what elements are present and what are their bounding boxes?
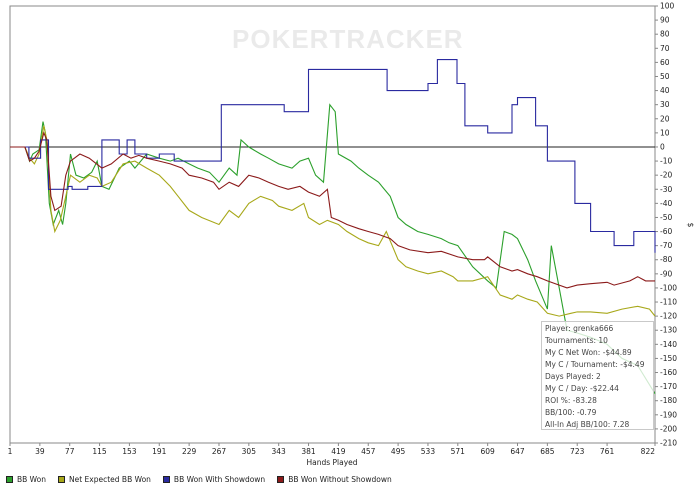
stat-per-tournament: My C / Tournament: -$4.49 xyxy=(545,360,645,369)
legend-label: BB Won xyxy=(17,474,46,484)
legend-swatch xyxy=(277,475,285,483)
legend-label: BB Won With Showdown xyxy=(173,474,266,484)
legend: BB Won Net Expected BB Won BB Won With S… xyxy=(6,472,392,486)
watermark: POKERTRACKER xyxy=(232,24,464,54)
y-tick-label: -30 xyxy=(660,185,672,194)
x-tick-label: 267 xyxy=(212,447,227,456)
plot-area xyxy=(9,5,656,444)
y-tick-label: 10 xyxy=(660,128,670,137)
y-tick-label: -170 xyxy=(660,382,677,391)
x-tick-label: 685 xyxy=(540,447,555,456)
legend-swatch xyxy=(162,475,170,483)
x-tick-label: 723 xyxy=(570,447,585,456)
x-tick-label: 381 xyxy=(301,447,316,456)
y-tick-label: -100 xyxy=(660,283,677,292)
stat-bb-100: BB/100: -0.79 xyxy=(545,408,597,417)
y-tick-label: 0 xyxy=(660,142,665,151)
y-tick-label: -60 xyxy=(660,227,672,236)
y-tick-label: -10 xyxy=(660,157,672,166)
x-tick-label: 153 xyxy=(122,447,137,456)
stat-net-won: My C Net Won: -$44.89 xyxy=(545,348,632,357)
y-tick-label: -50 xyxy=(660,213,672,222)
y-tick-label: -160 xyxy=(660,368,677,377)
y-tick-label: 90 xyxy=(660,16,670,25)
y-tick-label: 20 xyxy=(660,114,670,123)
y-tick-label: 40 xyxy=(660,86,670,95)
y-tick-label: -80 xyxy=(660,255,672,264)
x-tick-label: 343 xyxy=(272,447,287,456)
y-tick-label: -210 xyxy=(660,439,677,448)
stat-tournaments: Tournaments: 10 xyxy=(545,336,608,345)
x-tick-label: 571 xyxy=(451,447,466,456)
stats-box: Player: grenka666 Tournaments: 10 My C N… xyxy=(541,321,654,430)
stat-roi: ROI %: -83.28 xyxy=(545,396,597,405)
x-tick-label: 647 xyxy=(510,447,525,456)
x-tick-label: 191 xyxy=(152,447,167,456)
stat-days-played: Days Played: 2 xyxy=(545,372,601,381)
y-tick-label: -110 xyxy=(660,298,677,307)
y-tick-label: 60 xyxy=(660,58,670,67)
legend-item[interactable]: BB Won Without Showdown xyxy=(277,475,392,484)
y-tick-label: -120 xyxy=(660,312,677,321)
y-tick-label: -90 xyxy=(660,269,672,278)
legend-swatch xyxy=(58,475,65,483)
legend-label: Net Expected BB Won xyxy=(69,474,151,484)
y-tick-label: -150 xyxy=(660,354,677,363)
y-tick-label: -20 xyxy=(660,171,672,180)
x-tick-label: 609 xyxy=(480,447,495,456)
y-tick-label: -70 xyxy=(660,241,672,250)
legend-item[interactable]: BB Won With Showdown xyxy=(162,474,266,484)
y-tick-label: 100 xyxy=(660,2,675,11)
y-tick-label: -180 xyxy=(660,396,677,405)
series-line-2 xyxy=(10,125,656,317)
x-tick-label: 761 xyxy=(600,447,615,456)
y-tick-label: -140 xyxy=(660,340,677,349)
x-tick-label: 77 xyxy=(65,447,75,456)
y-tick-label: -130 xyxy=(660,326,677,335)
legend-item[interactable]: Net Expected BB Won xyxy=(58,475,151,484)
x-tick-label: 822 xyxy=(641,447,656,456)
legend-label: BB Won Without Showdown xyxy=(288,474,392,484)
legend-item[interactable]: BB Won xyxy=(6,475,46,484)
legend-swatch xyxy=(6,475,13,483)
x-tick-label: 115 xyxy=(92,447,107,456)
x-tick-label: 457 xyxy=(361,447,376,456)
series-lines xyxy=(10,59,656,394)
series-line-4 xyxy=(10,131,655,289)
x-tick-label: 495 xyxy=(391,447,406,456)
y-tick-label: -190 xyxy=(660,410,677,419)
y-axis-title: $ xyxy=(686,223,695,228)
x-tick-label: 305 xyxy=(242,447,257,456)
y-axis: 1009080706050403020100-10-20-30-40-50-60… xyxy=(655,2,677,448)
y-tick-label: -40 xyxy=(660,199,672,208)
x-tick-label: 533 xyxy=(421,447,436,456)
x-tick-label: 39 xyxy=(35,447,45,456)
x-tick-label: 229 xyxy=(182,447,197,456)
x-axis-title: Hands Played xyxy=(306,458,357,467)
series-line-1 xyxy=(10,103,656,394)
stat-per-day: My C / Day: -$22.44 xyxy=(545,384,619,393)
y-tick-label: 70 xyxy=(660,44,670,53)
y-tick-label: 80 xyxy=(660,30,670,39)
y-tick-label: 50 xyxy=(660,72,670,81)
y-tick-label: -200 xyxy=(660,424,677,433)
x-axis: 1 39 77 115 153 191 229 267 305 343 381 419 457 495 53… xyxy=(8,443,656,456)
stat-allin-adj: All-In Adj BB/100: 7.28 xyxy=(545,420,630,429)
stat-player: Player: grenka666 xyxy=(545,324,614,333)
x-tick-label: 1 xyxy=(8,447,13,456)
x-tick-label: 419 xyxy=(331,447,346,456)
series-line-3 xyxy=(10,59,656,253)
y-tick-label: 30 xyxy=(660,100,670,109)
